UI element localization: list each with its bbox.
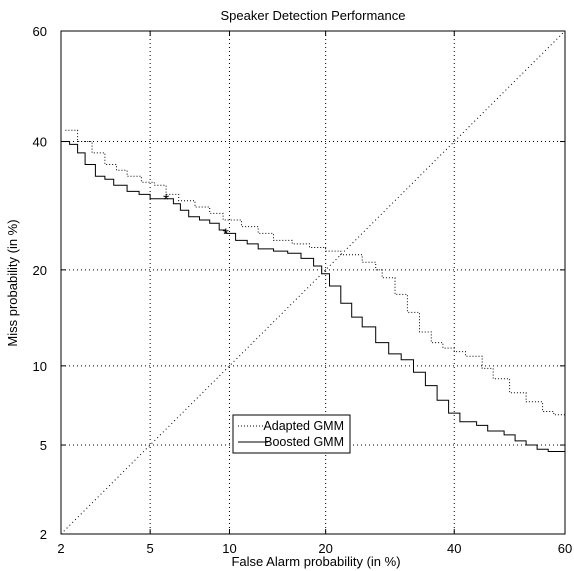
y-tick-label: 2 [40, 527, 47, 542]
series-line-adapted-gmm [65, 129, 566, 420]
series-lines [61, 129, 566, 454]
x-tick-label: 60 [558, 541, 572, 556]
asterisk-marker: * [163, 192, 169, 209]
point-markers: ** [163, 192, 229, 244]
axis-ticks: 2 5 10 20 40 60 2 5 10 20 40 60 [33, 24, 573, 556]
asterisk-marker: * [223, 226, 229, 243]
x-tick-label: 5 [147, 541, 154, 556]
x-axis-label: False Alarm probability (in %) [231, 554, 400, 569]
legend: Adapted GMM Boosted GMM [232, 414, 351, 454]
equal-error-diagonal [60, 30, 566, 535]
y-tick-label: 10 [33, 359, 47, 374]
series-line-boosted-gmm [61, 141, 566, 454]
x-tick-label: 40 [447, 541, 461, 556]
chart-title: Speaker Detection Performance [221, 8, 406, 23]
x-tick-label: 2 [57, 541, 64, 556]
y-tick-label: 40 [33, 135, 47, 150]
grid [60, 30, 566, 535]
x-tick-label: 20 [318, 541, 332, 556]
legend-box [232, 414, 351, 454]
y-tick-label: 60 [33, 24, 47, 39]
legend-label-adapted: Adapted GMM [263, 419, 344, 433]
y-tick-label: 20 [33, 263, 47, 278]
x-tick-label: 10 [222, 541, 236, 556]
plot-frame [60, 30, 566, 535]
y-axis-label: Miss probability (in %) [5, 219, 20, 346]
legend-label-boosted: Boosted GMM [264, 435, 344, 449]
y-tick-label: 5 [40, 438, 47, 453]
